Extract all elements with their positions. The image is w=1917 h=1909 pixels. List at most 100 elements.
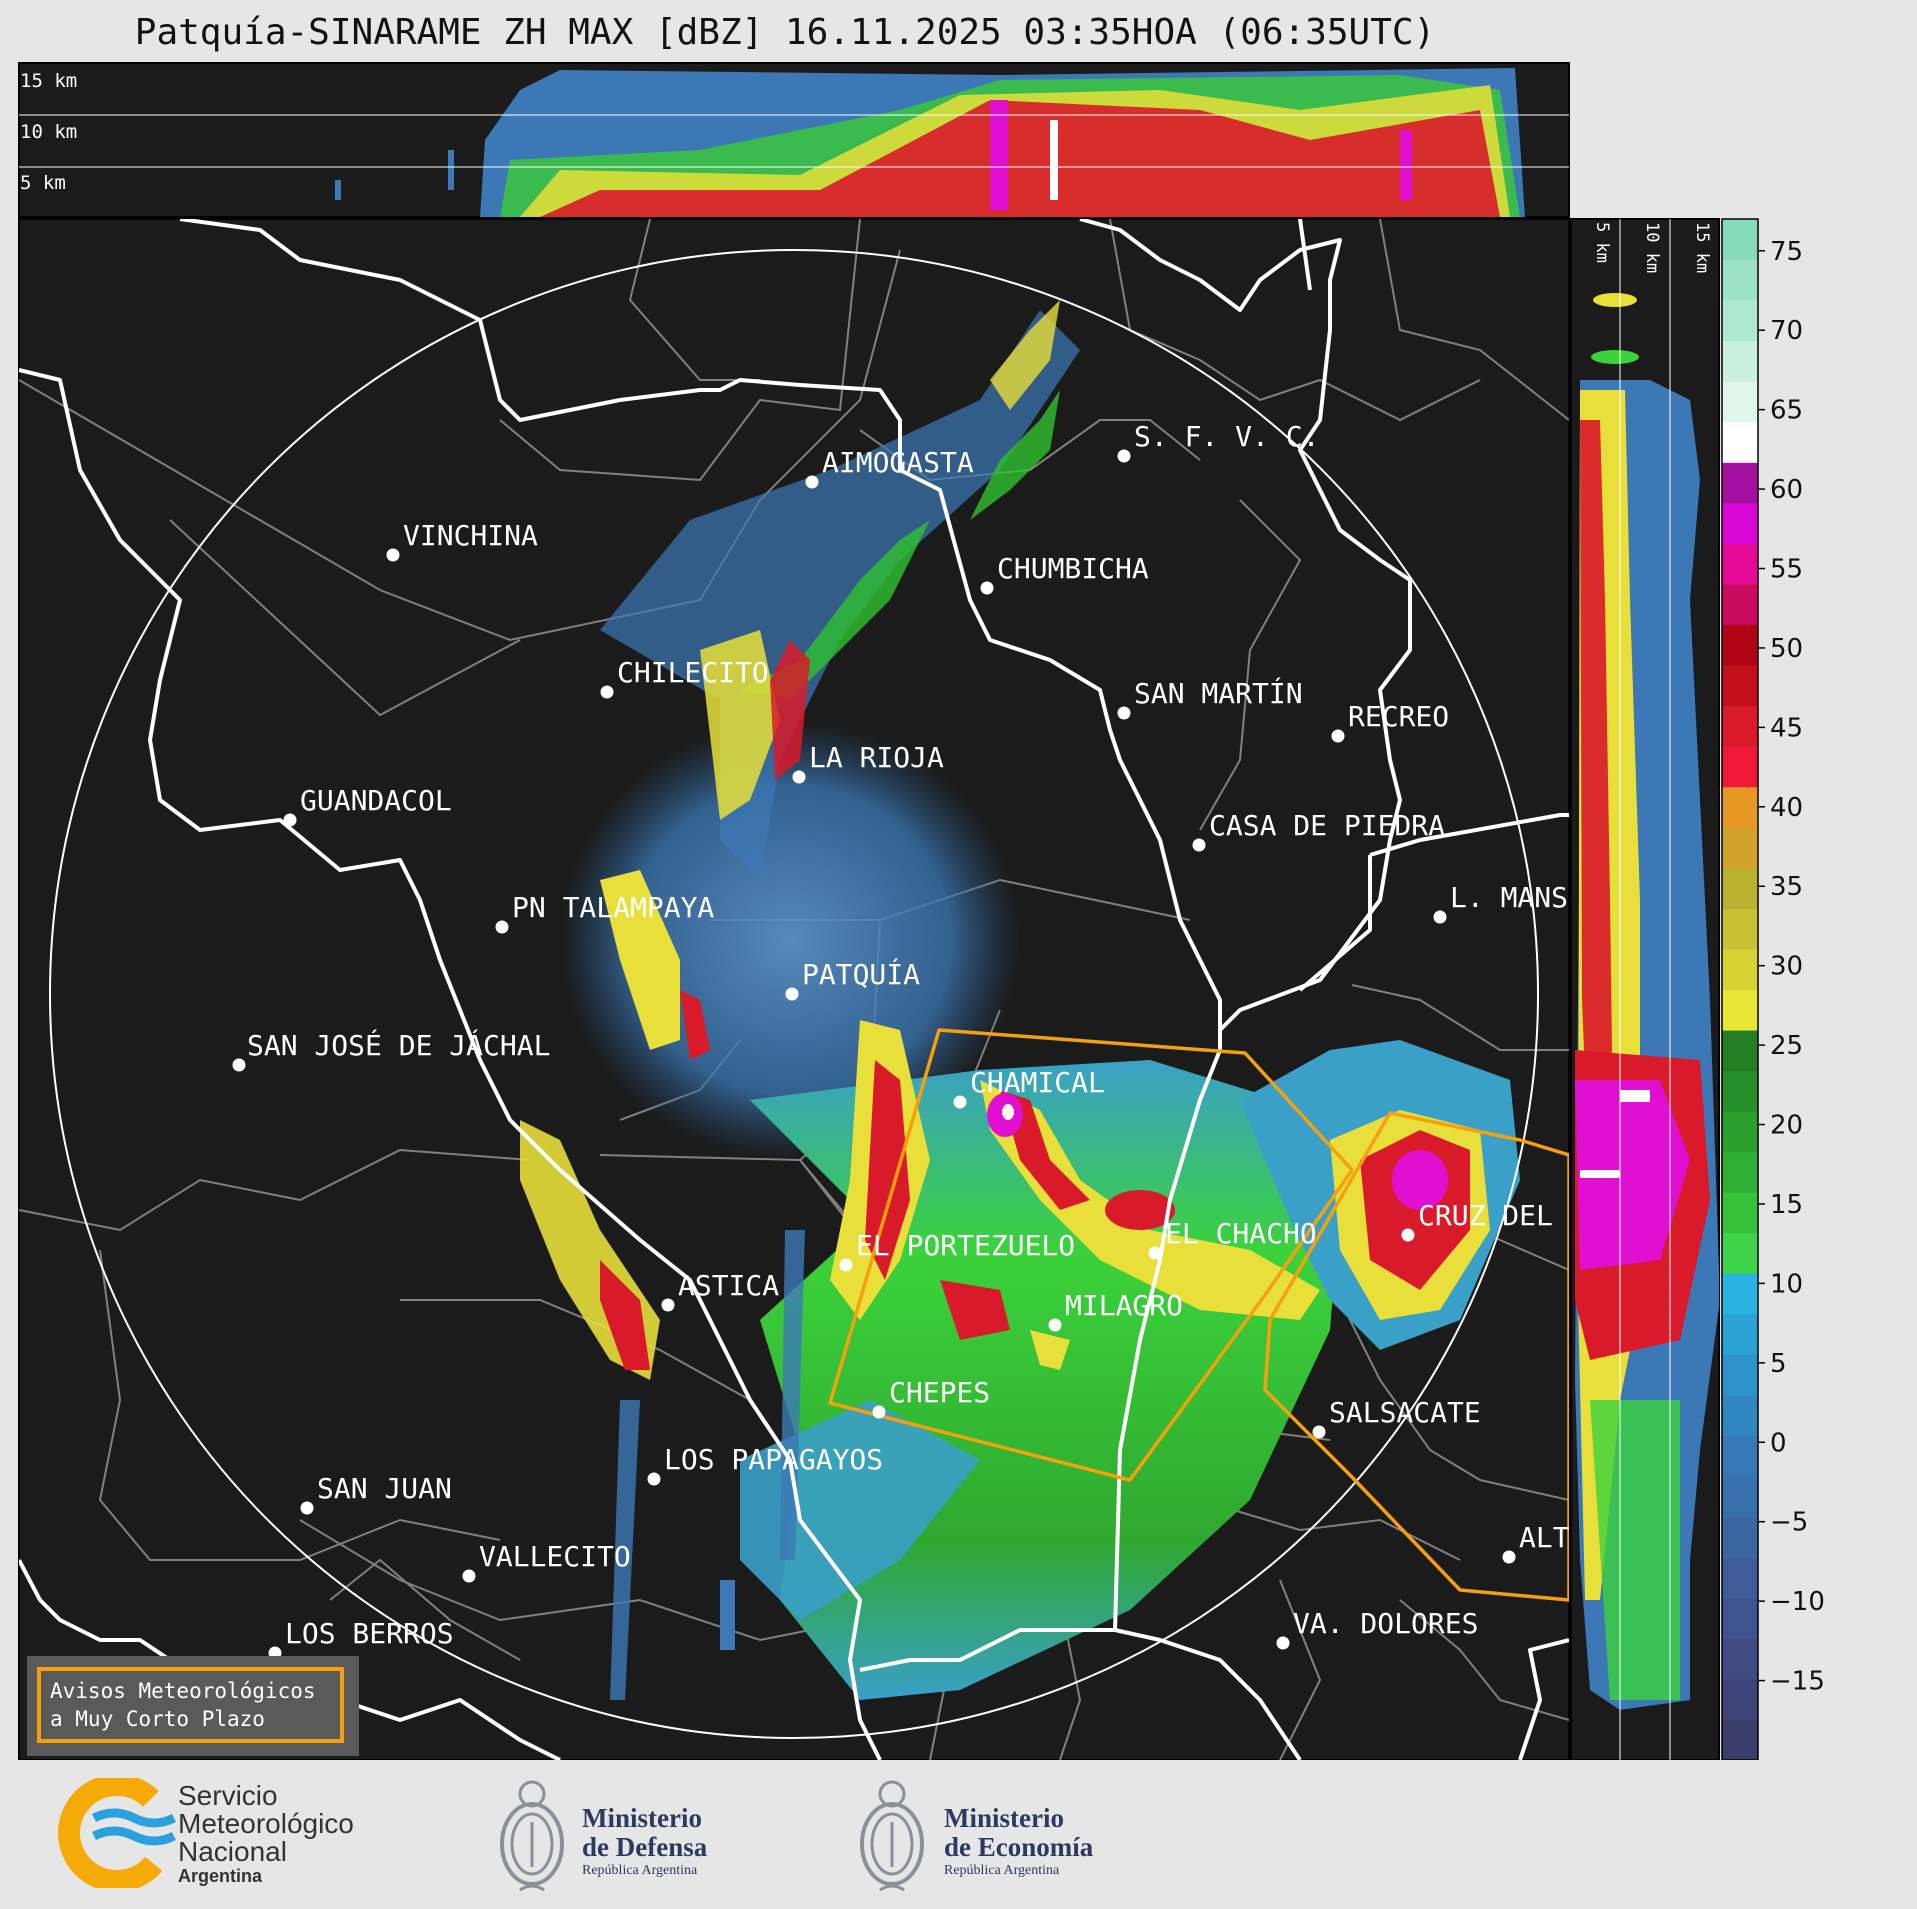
warning-legend-box: Avisos Meteorológicos a Muy Corto Plazo <box>27 1656 359 1756</box>
city-casa-de-piedra: CASA DE PIEDRA <box>1192 809 1445 852</box>
colorbar-segment <box>1722 1638 1758 1680</box>
defensa-coat-of-arms-icon <box>500 1780 564 1892</box>
colorbar-tick-label: 65 <box>1770 396 1803 426</box>
colorbar-tick-label: 45 <box>1770 713 1803 743</box>
city-marker <box>1117 706 1131 720</box>
city-label: LA RIOJA <box>809 741 944 774</box>
colorbar-segment <box>1722 259 1758 301</box>
city-chepes: CHEPES <box>872 1376 990 1419</box>
smn-country: Argentina <box>178 1866 263 1886</box>
city-el-chacho: EL CHACHO <box>1148 1217 1317 1260</box>
city-label: CHAMICAL <box>970 1066 1105 1099</box>
city-marker <box>872 1405 886 1419</box>
city-patquía: PATQUÍA <box>785 957 920 1001</box>
colorbar-tick-label: 15 <box>1770 1190 1803 1220</box>
city-pn-talampaya: PN TALAMPAYA <box>495 891 714 934</box>
city-chumbicha: CHUMBICHA <box>980 552 1149 595</box>
city-label: GUANDACOL <box>300 784 452 817</box>
city-label: RECREO <box>1348 700 1449 733</box>
city-marker <box>386 548 400 562</box>
colorbar-tick-label: −15 <box>1770 1667 1825 1697</box>
city-marker <box>495 920 509 934</box>
city-marker <box>1401 1228 1415 1242</box>
city-label: VALLECITO <box>479 1540 631 1573</box>
smn-line-1: Servicio <box>178 1780 278 1811</box>
city-markers: AIMOGASTA S. F. V. C. VINCHINA CHUMBICHA CHI… <box>232 420 1569 1660</box>
side-height-label-5: 5 km <box>1592 222 1612 263</box>
defensa-sub: República Argentina <box>582 1863 698 1878</box>
city-label: VA. DOLORES <box>1293 1607 1478 1640</box>
top-height-label-10: 10 km <box>20 121 77 143</box>
defensa-logo-text: Ministerio de Defensa República Argentin… <box>582 1804 707 1880</box>
city-marker <box>1048 1318 1062 1332</box>
colorbar-segment <box>1722 340 1758 382</box>
city-label: PN TALAMPAYA <box>512 891 714 924</box>
city-marker <box>661 1298 675 1312</box>
colorbar-segment <box>1722 1111 1758 1153</box>
city-san-juan: SAN JUAN <box>300 1472 452 1515</box>
colorbar-segment <box>1722 543 1758 585</box>
colorbar-segment <box>1722 908 1758 950</box>
city-el-portezuelo: EL PORTEZUELO <box>839 1229 1075 1272</box>
city-cruz-del: CRUZ DEL <box>1401 1199 1553 1242</box>
city-aimogasta: AIMOGASTA <box>805 446 974 489</box>
radar-map-panel: AIMOGASTA S. F. V. C. VINCHINA CHUMBICHA CHI… <box>18 218 1570 1760</box>
colorbar-tick-label: 25 <box>1770 1031 1803 1061</box>
city-label: ASTICA <box>678 1269 779 1302</box>
top-height-label-15: 15 km <box>20 70 77 92</box>
colorbar-tick-label: 70 <box>1770 316 1803 346</box>
colorbar-segment <box>1722 1719 1758 1760</box>
city-marker <box>953 1095 967 1109</box>
city-marker <box>600 685 614 699</box>
defensa-line-2: de Defensa <box>582 1832 708 1862</box>
warning-polygon-1 <box>828 1028 1354 1482</box>
radar-echoes <box>520 300 1520 1700</box>
city-label: MILAGRO <box>1065 1289 1183 1322</box>
city-marker <box>232 1058 246 1072</box>
city-los-papagayos: LOS PAPAGAYOS <box>647 1443 883 1486</box>
city-san-martín: SAN MARTÍN <box>1117 676 1303 720</box>
colorbar-tick-label: 30 <box>1770 952 1803 982</box>
city-label: S. F. V. C. <box>1134 420 1319 453</box>
warning-polygon-2 <box>1263 1111 1569 1602</box>
colorbar-segment <box>1722 786 1758 828</box>
city-marker <box>647 1472 661 1486</box>
colorbar-segment <box>1722 1070 1758 1112</box>
colorbar-segment <box>1722 1597 1758 1639</box>
city-label: AIMOGASTA <box>822 446 974 479</box>
defensa-line-1: Ministerio <box>582 1803 702 1833</box>
city-salsacate: SALSACATE <box>1312 1396 1481 1439</box>
city-marker <box>1192 838 1206 852</box>
smn-line-3: Nacional <box>178 1836 287 1867</box>
colorbar-segment <box>1722 1313 1758 1355</box>
smn-logo-icon <box>58 1778 177 1888</box>
radar-figure: 15 km 10 km 5 km <box>18 62 1825 1760</box>
city-marker <box>1276 1636 1290 1650</box>
colorbar-segment <box>1722 1395 1758 1437</box>
city-label: CRUZ DEL <box>1418 1199 1553 1232</box>
city-label: SAN MARTÍN <box>1134 676 1303 710</box>
colorbar-segment <box>1722 705 1758 747</box>
colorbar-segment <box>1722 421 1758 463</box>
city-marker <box>283 813 297 827</box>
colorbar-segment <box>1722 502 1758 544</box>
side-profile-panel: 5 km 10 km 15 km <box>1570 218 1720 1760</box>
top-profile-panel: 15 km 10 km 5 km <box>18 62 1570 218</box>
colorbar-segment <box>1722 665 1758 707</box>
colorbar-tick-label: 55 <box>1770 555 1803 585</box>
side-height-label-10: 10 km <box>1642 222 1662 273</box>
colorbar-segment <box>1722 827 1758 869</box>
city-label: EL PORTEZUELO <box>856 1229 1075 1262</box>
colorbar-segment <box>1722 1435 1758 1477</box>
city-s-f-v-c-: S. F. V. C. <box>1117 420 1319 463</box>
city-vallecito: VALLECITO <box>462 1540 631 1583</box>
economia-logo-text: Ministerio de Economía República Argenti… <box>944 1804 1093 1880</box>
colorbar-segment <box>1722 219 1758 261</box>
city-label: EL CHACHO <box>1165 1217 1317 1250</box>
side-height-label-15: 15 km <box>1692 222 1712 273</box>
city-recreo: RECREO <box>1331 700 1449 743</box>
city-label: CASA DE PIEDRA <box>1209 809 1445 842</box>
city-marker <box>792 770 806 784</box>
city-guandacol: GUANDACOL <box>283 784 452 827</box>
